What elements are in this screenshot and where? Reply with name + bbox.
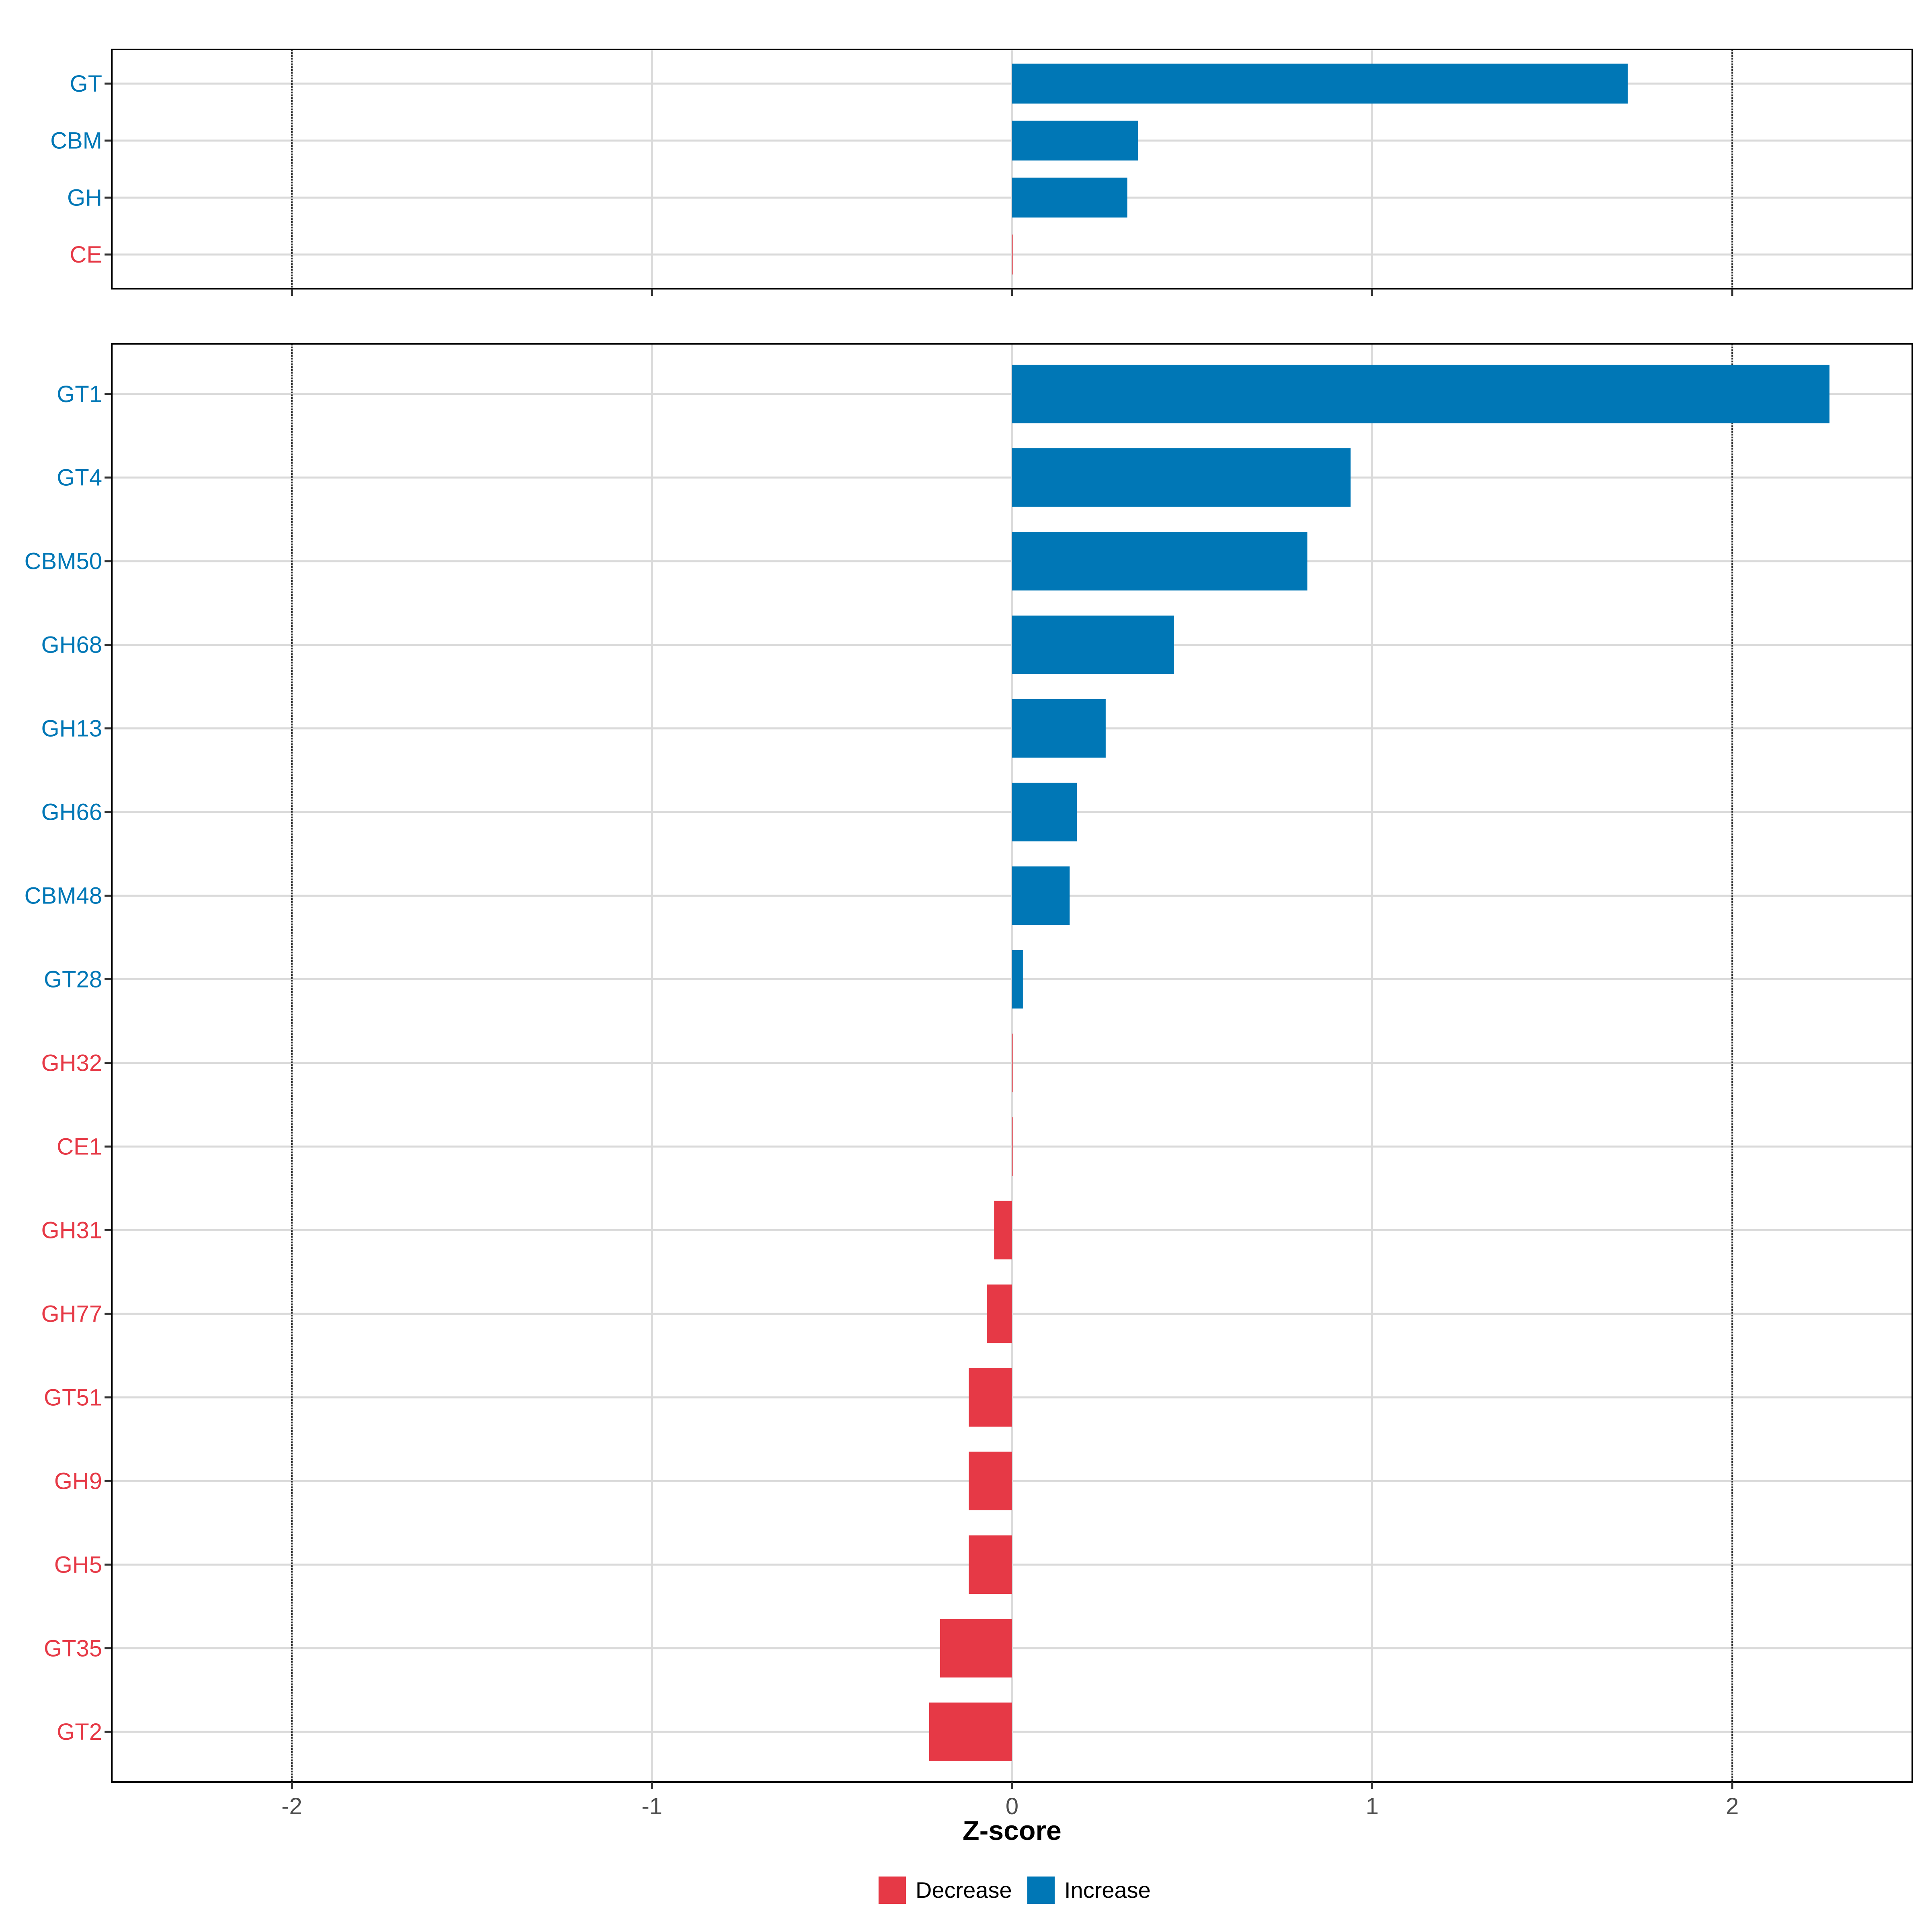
bar-gh77: [987, 1284, 1012, 1343]
category-label-gh68: GH68: [41, 632, 102, 658]
panel-top: GT CBM GH CE: [50, 49, 1913, 296]
category-label-gh13: GH13: [41, 716, 102, 742]
x-axis: -2 -1 0 1 2: [281, 1793, 1739, 1819]
category-label-gh9: GH9: [54, 1468, 102, 1494]
category-label-gh: GH: [67, 185, 102, 211]
bar-cbm: [1012, 121, 1138, 161]
legend-swatch-decrease: [879, 1877, 906, 1904]
category-label-ce1: CE1: [57, 1133, 102, 1160]
bar-gt4: [1012, 448, 1351, 507]
bar-cbm50: [1012, 532, 1308, 591]
legend: Decrease Increase: [879, 1877, 1151, 1904]
bar-gh9: [969, 1452, 1012, 1511]
category-label-cbm48: CBM48: [25, 883, 102, 909]
bar-gh: [1012, 177, 1127, 218]
legend-swatch-increase: [1027, 1877, 1055, 1904]
x-tick-label: -2: [281, 1793, 302, 1819]
category-label-gt28: GT28: [44, 967, 102, 993]
category-label-gh32: GH32: [41, 1050, 102, 1076]
bar-gh5: [969, 1535, 1012, 1594]
x-tick-label: 1: [1365, 1793, 1378, 1819]
bar-ce1: [1012, 1117, 1013, 1176]
x-tick-label: 0: [1006, 1793, 1018, 1819]
bar-gh13: [1012, 699, 1106, 758]
panel-bottom: GT1 GT4 CBM50 GH68 GH13 GH66 CBM48 GT28 GH32 CE1 G…: [25, 343, 1913, 1789]
category-label-gt: GT: [70, 71, 102, 97]
bar-gt28: [1012, 950, 1023, 1009]
category-label-gh5: GH5: [54, 1552, 102, 1578]
legend-label-decrease: Decrease: [916, 1877, 1012, 1903]
bar-cbm48: [1012, 866, 1070, 925]
bar-gh31: [994, 1201, 1012, 1260]
bar-ce: [1012, 234, 1013, 275]
legend-label-increase: Increase: [1064, 1877, 1151, 1903]
category-label-gh31: GH31: [41, 1217, 102, 1243]
bar-gt1: [1012, 364, 1830, 423]
category-label-gt35: GT35: [44, 1635, 102, 1661]
bar-gh66: [1012, 782, 1077, 842]
bar-gt35: [940, 1619, 1012, 1678]
chart-panels: GT CBM GH CE GT1 GT4 CBM50 GH68 GH13 GH66 CBM48 GT2…: [25, 49, 1913, 1789]
category-label-gh66: GH66: [41, 799, 102, 825]
bar-gt2: [929, 1702, 1012, 1762]
category-label-gt51: GT51: [44, 1384, 102, 1411]
category-label-cbm: CBM: [50, 128, 102, 154]
category-label-cbm50: CBM50: [25, 548, 102, 575]
category-label-gt2: GT2: [57, 1719, 102, 1745]
category-label-gh77: GH77: [41, 1301, 102, 1327]
bar-gt51: [969, 1368, 1012, 1427]
x-tick-label: 2: [1726, 1793, 1739, 1819]
category-label-gt4: GT4: [57, 465, 102, 491]
bar-gh68: [1012, 615, 1174, 674]
x-tick-label: -1: [642, 1793, 663, 1819]
x-axis-title: Z-score: [963, 1815, 1062, 1846]
bar-gh32: [1012, 1033, 1013, 1092]
category-label-gt1: GT1: [57, 381, 102, 407]
category-label-ce: CE: [70, 242, 102, 268]
bar-gt: [1012, 64, 1628, 104]
